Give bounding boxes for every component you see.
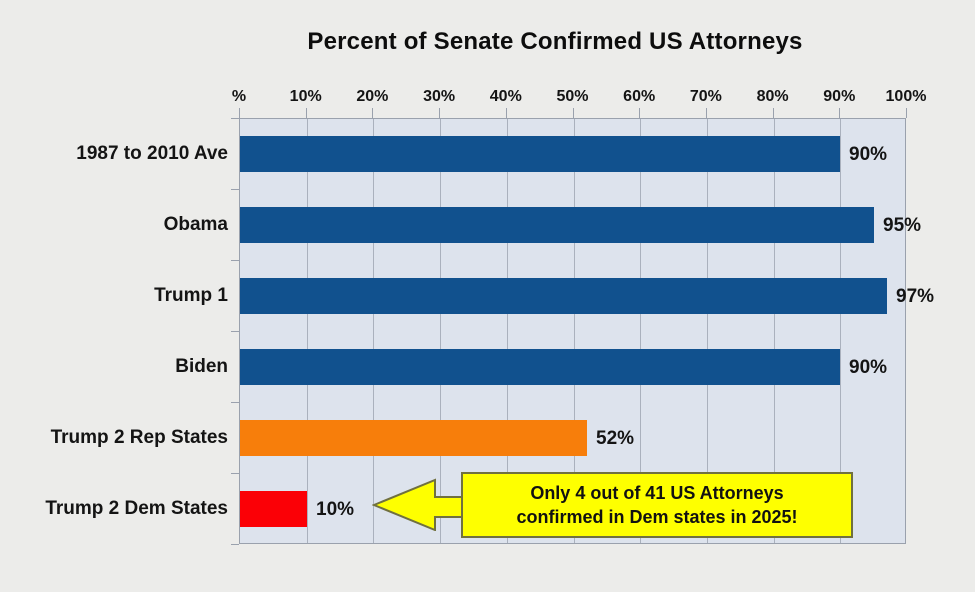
bar-value-label: 10%	[316, 498, 355, 520]
chart-title: Percent of Senate Confirmed US Attorneys	[307, 28, 803, 55]
bar-90pct	[240, 135, 840, 172]
x-axis-tick-label: %	[231, 88, 247, 105]
category-axis-tick-mark	[231, 544, 239, 545]
x-axis-tick-label: 70%	[689, 88, 722, 105]
x-axis-tick-label: 100%	[885, 88, 927, 105]
category-axis-tick-mark	[231, 118, 239, 119]
bar-10pct	[240, 490, 307, 527]
bar-52pct	[240, 419, 587, 456]
category-label: Trump 2 Dem States	[45, 497, 228, 519]
x-axis-tick-mark	[439, 108, 441, 118]
x-axis-tick-label: 20%	[356, 88, 389, 105]
left-arrow-icon	[372, 478, 468, 531]
x-axis-tick-mark	[705, 108, 707, 118]
gridline	[773, 119, 775, 543]
category-label: Trump 2 Rep States	[50, 426, 228, 448]
gridline	[373, 119, 375, 543]
x-axis-tick-label: 80%	[756, 88, 789, 105]
callout-text-line2: confirmed in Dem states in 2025!	[516, 507, 798, 527]
x-axis-tick-label: 40%	[489, 88, 522, 105]
gridline	[506, 119, 508, 543]
gridline	[306, 119, 308, 543]
callout-annotation: Only 4 out of 41 US Attorneys confirmed …	[461, 472, 853, 538]
gridline	[706, 119, 708, 543]
bar-95pct	[240, 206, 874, 243]
category-axis-tick-mark	[231, 402, 239, 403]
gridline	[573, 119, 575, 543]
category-axis-tick-mark	[231, 260, 239, 261]
bar-90pct	[240, 348, 840, 385]
gridline	[840, 119, 842, 543]
x-axis-tick-mark	[305, 108, 307, 118]
x-axis-tick-label: 50%	[556, 88, 589, 105]
bar-value-label: 90%	[849, 356, 888, 378]
gridline	[640, 119, 642, 543]
gridline	[440, 119, 442, 543]
x-axis-tick-mark	[572, 108, 574, 118]
bar-value-label: 97%	[896, 285, 935, 307]
x-axis-tick-mark	[772, 108, 774, 118]
category-label: Obama	[163, 213, 228, 235]
x-axis-tick-mark	[239, 108, 240, 118]
x-axis-tick-mark	[906, 108, 907, 118]
bar-value-label: 95%	[883, 214, 922, 236]
x-axis-tick-mark	[839, 108, 841, 118]
bar-value-label: 52%	[596, 427, 635, 449]
category-axis-tick-mark	[231, 331, 239, 332]
x-axis-tick-label: 10%	[289, 88, 322, 105]
x-axis-tick-mark	[505, 108, 507, 118]
category-axis-tick-mark	[231, 189, 239, 190]
x-axis-tick-label: 30%	[423, 88, 456, 105]
bar-97pct	[240, 277, 887, 314]
category-label: Biden	[175, 355, 228, 377]
x-axis-tick-mark	[372, 108, 374, 118]
x-axis-tick-label: 60%	[623, 88, 656, 105]
callout-text-line1: Only 4 out of 41 US Attorneys	[530, 483, 784, 503]
category-label: 1987 to 2010 Ave	[76, 142, 228, 164]
x-axis-tick-mark	[639, 108, 641, 118]
x-axis-tick-label: 90%	[823, 88, 856, 105]
bar-value-label: 90%	[849, 143, 888, 165]
category-label: Trump 1	[154, 284, 228, 306]
category-axis-tick-mark	[231, 473, 239, 474]
